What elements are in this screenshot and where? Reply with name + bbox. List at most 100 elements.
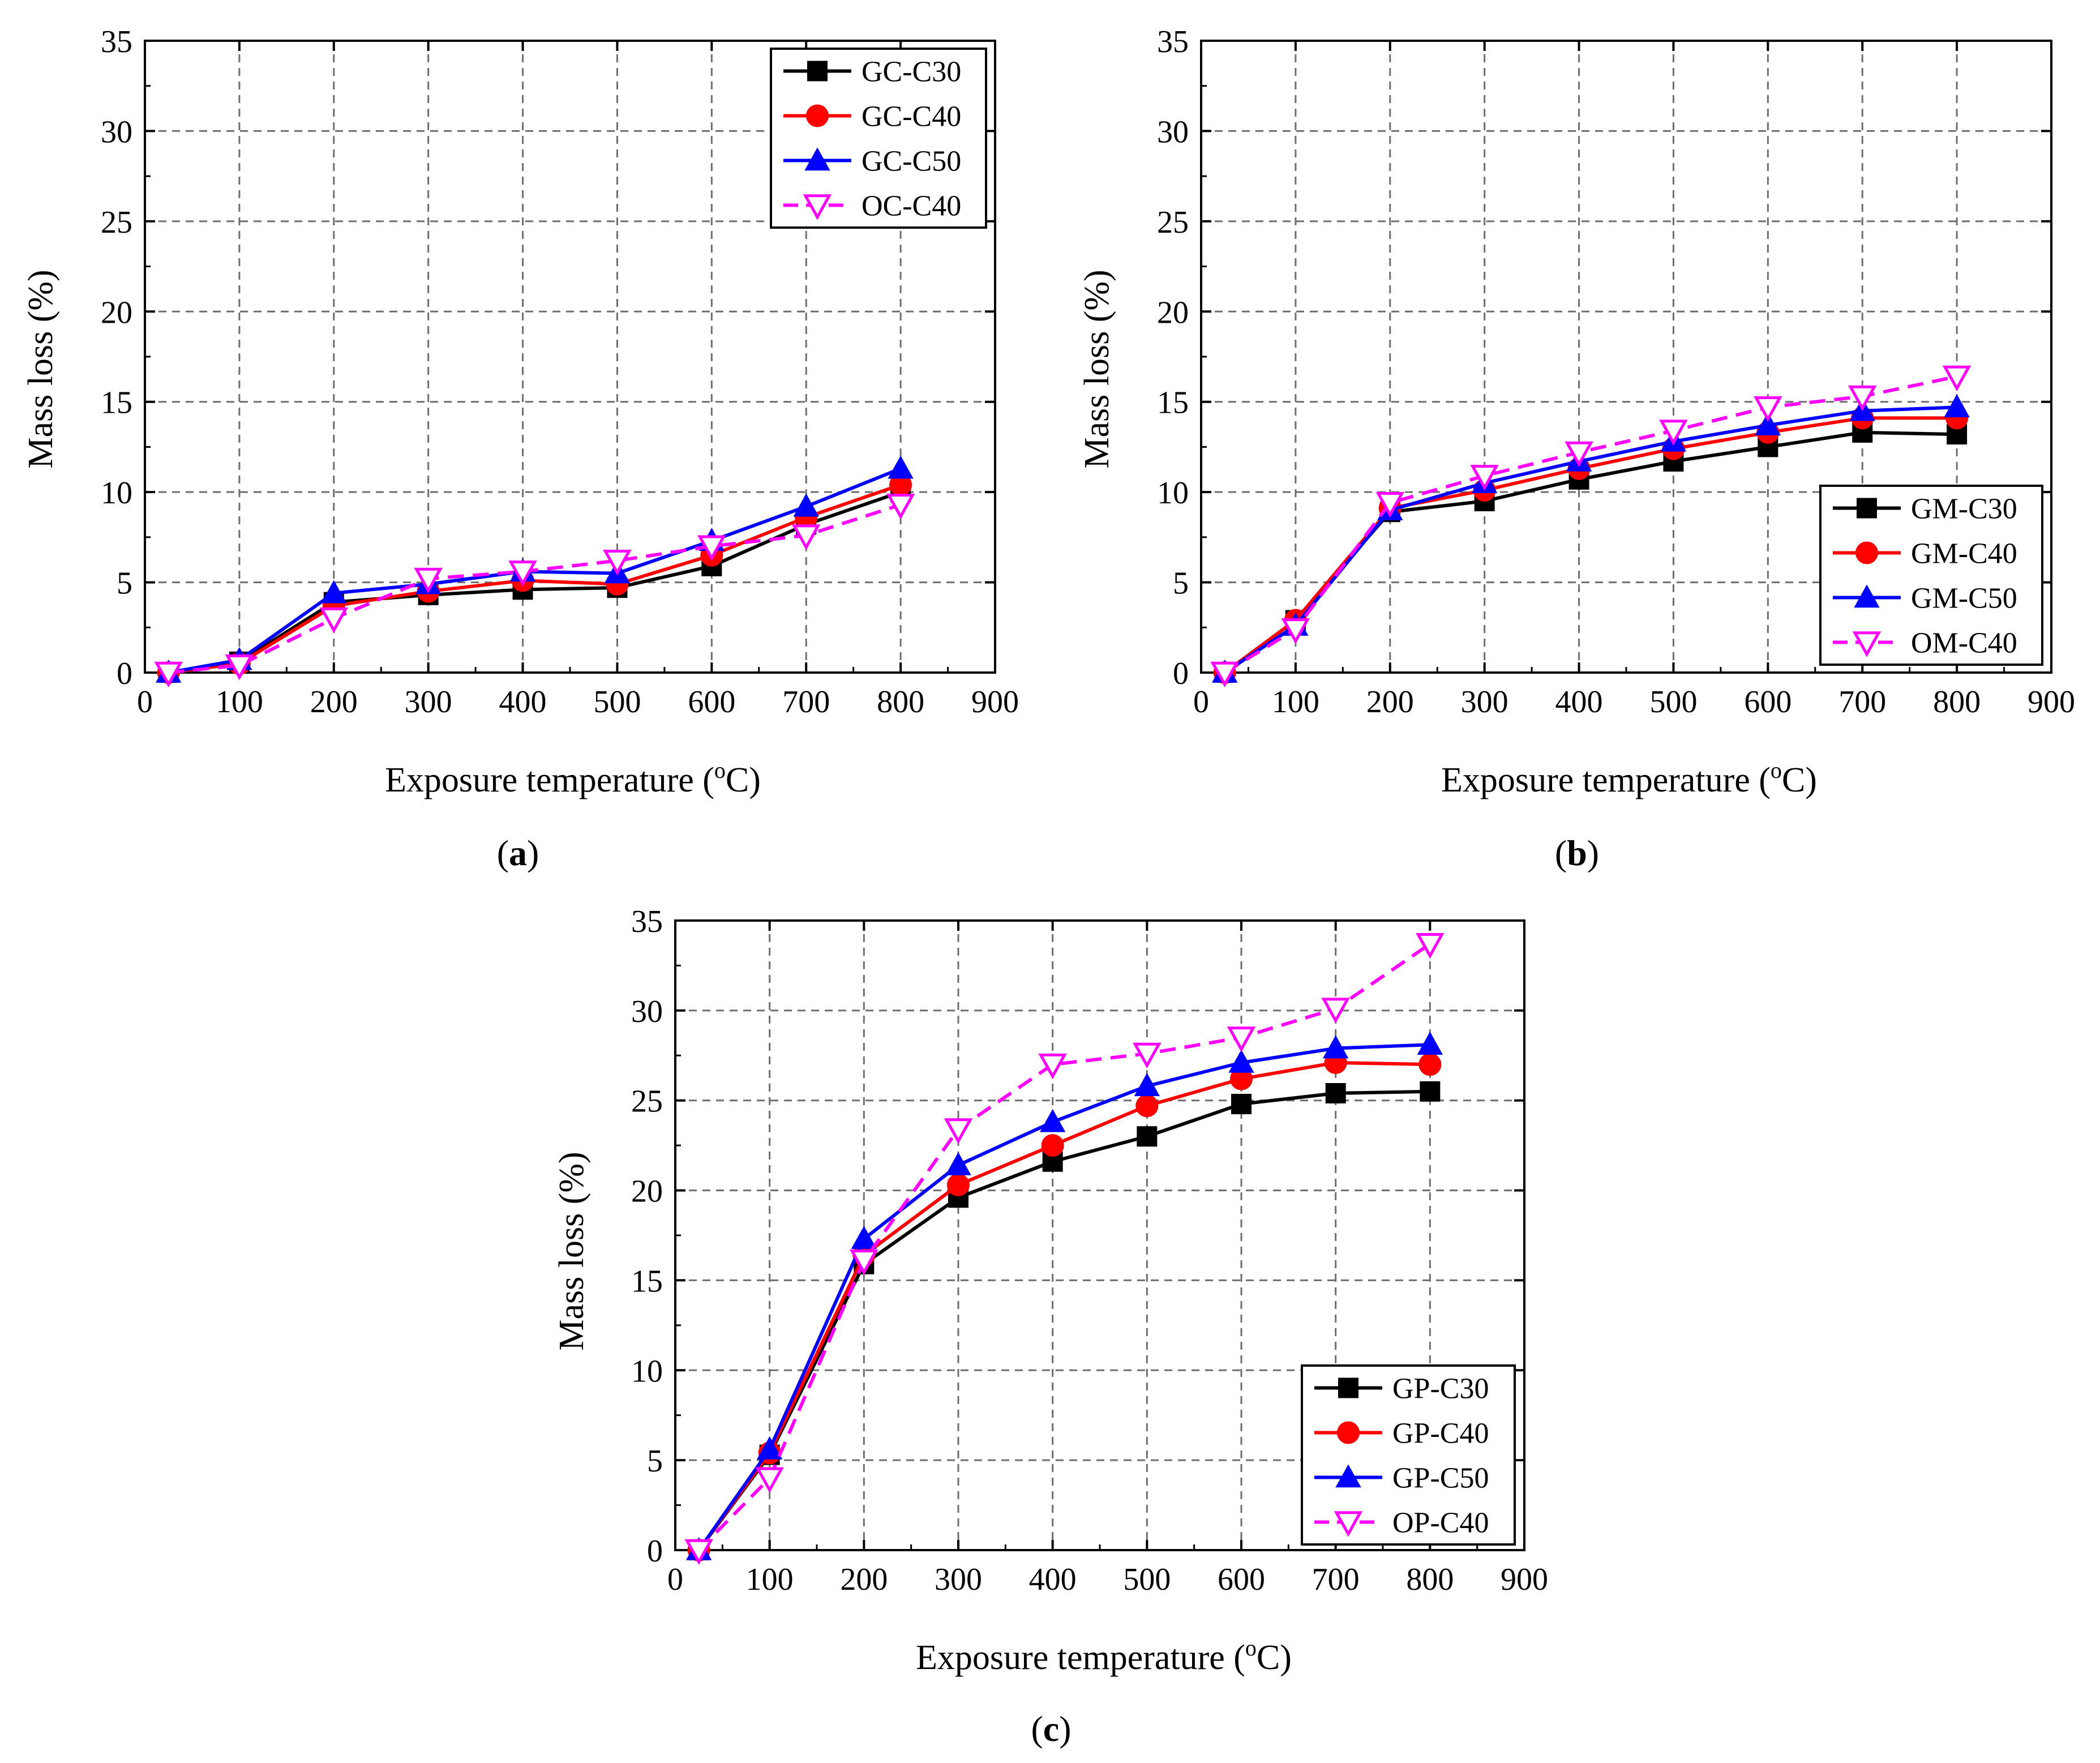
chart-c-ytick-label-7: 35 xyxy=(631,904,663,939)
chart-b-ytick-label-6: 30 xyxy=(1157,114,1189,149)
chart-c-ytick-label-1: 5 xyxy=(647,1444,663,1479)
chart-c-series-0-point-7 xyxy=(1325,1083,1346,1104)
chart-a-xtick-label-8: 800 xyxy=(877,684,924,720)
chart-c-ytick-label-4: 20 xyxy=(631,1174,663,1209)
chart-a-panel-label: (a) xyxy=(497,833,539,873)
chart-b-panel-label: (b) xyxy=(1555,833,1599,873)
chart-a-ytick-label-0: 0 xyxy=(117,656,132,691)
chart-a-series-2-point-2 xyxy=(321,580,347,604)
chart-a-xtick-label-1: 100 xyxy=(216,684,263,720)
chart-b-legend-swatch-marker-2 xyxy=(1854,584,1880,608)
chart-b-plot: 0 100 200 300 400 500 600 700 800 900 0 5 10 15 20 25 30… xyxy=(1157,24,2075,720)
chart-c-series-2-point-6 xyxy=(1228,1049,1254,1073)
chart-a-legend-box xyxy=(770,48,987,229)
chart-c-series-3-point-6 xyxy=(1227,1026,1256,1052)
chart-c-ytick-label-6: 30 xyxy=(631,994,663,1029)
chart-c-series-2-point-5 xyxy=(1134,1073,1160,1097)
panel-c: 0 100 200 300 400 500 600 700 800 900 0 5 10 15 20 25 30… xyxy=(552,904,1548,1749)
chart-b-ytick-label-0: 0 xyxy=(1173,656,1189,691)
chart-c-xlabel: Exposure temperature (oC) xyxy=(916,1635,1292,1677)
chart-a-xtick-label-2: 200 xyxy=(310,684,358,720)
chart-b-xtick-label-6: 600 xyxy=(1744,684,1792,720)
chart-c-ytick-label-0: 0 xyxy=(647,1534,663,1569)
chart-c-series-1-point-5 xyxy=(1135,1094,1159,1118)
chart-c-series-2-point-4 xyxy=(1039,1109,1066,1132)
chart-c-xtick-label-3: 300 xyxy=(935,1562,982,1597)
chart-a-xtick-label-6: 600 xyxy=(688,684,735,720)
chart-c-ytick-label-5: 25 xyxy=(631,1084,663,1119)
chart-a-legend-label-0: GC-C30 xyxy=(862,56,961,88)
chart-a-xtick-label-4: 400 xyxy=(499,684,547,720)
chart-a-ytick-label-3: 15 xyxy=(101,386,132,421)
chart-b-ytick-label-4: 20 xyxy=(1157,295,1189,330)
chart-c-series-3-point-1 xyxy=(755,1467,784,1494)
chart-c-xtick-label-1: 100 xyxy=(746,1562,794,1597)
chart-c-legend-label-0: GP-C30 xyxy=(1392,1373,1489,1405)
chart-c-series-2-point-7 xyxy=(1322,1035,1349,1059)
chart-a-legend-label-1: GC-C40 xyxy=(862,101,961,133)
chart-a-series-3-point-6 xyxy=(697,535,726,561)
chart-c-xtick-label-7: 700 xyxy=(1312,1562,1360,1597)
chart-c-series-3-point-3 xyxy=(944,1118,973,1144)
chart-c-panel-label: (c) xyxy=(1031,1709,1071,1749)
chart-c-series-3-point-7 xyxy=(1321,998,1350,1024)
chart-c-xtick-label-5: 500 xyxy=(1123,1562,1171,1597)
chart-a-ytick-label-5: 25 xyxy=(101,205,132,240)
chart-b-series-3-point-1 xyxy=(1281,618,1310,644)
chart-b-legend-swatch-marker-3 xyxy=(1852,631,1882,657)
chart-b-series-3-point-0 xyxy=(1210,661,1239,688)
chart-b-series-3-point-7 xyxy=(1848,385,1877,412)
chart-c-series-0-point-4 xyxy=(1042,1151,1063,1172)
chart-b-xlabel: Exposure temperature (oC) xyxy=(1441,758,1817,799)
chart-b-legend-swatch-marker-1 xyxy=(1855,541,1878,564)
chart-a-series-3-point-4 xyxy=(508,560,537,587)
chart-a-ylabel: Mass loss (%) xyxy=(22,269,60,468)
chart-c-legend-swatch-marker-1 xyxy=(1337,1421,1360,1444)
chart-a-series-3-point-3 xyxy=(414,567,443,594)
chart-b-xtick-label-9: 900 xyxy=(2028,684,2075,720)
chart-c-series-0-point-5 xyxy=(1137,1126,1158,1147)
chart-b-xtick-label-1: 100 xyxy=(1272,684,1319,720)
chart-b-ylabel: Mass loss (%) xyxy=(1078,269,1116,468)
chart-a-series-2-point-8 xyxy=(888,455,914,479)
chart-c-series-3-point-5 xyxy=(1133,1042,1162,1069)
chart-a-series-3-point-2 xyxy=(319,607,349,634)
chart-a-series-2-point-7 xyxy=(793,493,819,517)
chart-b-series-3-point-4 xyxy=(1565,441,1593,468)
chart-b-series-3-point-5 xyxy=(1659,420,1688,446)
chart-a-legend-swatch-marker-1 xyxy=(806,104,829,127)
chart-c-series-line-3 xyxy=(697,942,1432,1552)
panel-b: 0 100 200 300 400 500 600 700 800 900 0 5 10 15 20 25 30… xyxy=(1078,24,2075,873)
chart-c-legend-swatch-marker-3 xyxy=(1334,1511,1363,1537)
chart-b-series-2-point-8 xyxy=(1944,394,1970,418)
chart-c-legend-swatch-marker-0 xyxy=(1338,1377,1358,1398)
chart-a-series-3-point-8 xyxy=(886,494,915,520)
chart-c-series-3-point-8 xyxy=(1416,933,1445,959)
chart-b-ytick-label-2: 10 xyxy=(1157,476,1189,511)
chart-b-series-3-point-2 xyxy=(1375,491,1405,518)
chart-b-series-3-point-8 xyxy=(1942,365,1972,392)
chart-b-xtick-label-4: 400 xyxy=(1555,684,1603,720)
chart-c-xtick-label-6: 600 xyxy=(1218,1562,1265,1597)
chart-c-plot: 0 100 200 300 400 500 600 700 800 900 0 5 10 15 20 25 30… xyxy=(631,904,1548,1597)
chart-c-series-1-point-8 xyxy=(1418,1053,1442,1076)
chart-b-legend-label-1: GM-C40 xyxy=(1911,538,2017,570)
chart-b-series-3-point-3 xyxy=(1470,465,1499,491)
chart-b-legend-swatch-marker-0 xyxy=(1857,498,1877,519)
chart-b-legend-label-3: OM-C40 xyxy=(1911,627,2017,660)
chart-c-series-2-point-3 xyxy=(945,1152,971,1175)
chart-a-xtick-label-0: 0 xyxy=(137,684,153,720)
chart-c-series-0-point-6 xyxy=(1231,1094,1252,1115)
chart-c-series-3-point-4 xyxy=(1038,1053,1067,1080)
chart-c-xtick-label-2: 200 xyxy=(840,1562,888,1597)
chart-c-xtick-label-4: 400 xyxy=(1029,1562,1077,1597)
chart-c-series-2-point-8 xyxy=(1417,1032,1443,1055)
chart-b-ytick-label-5: 25 xyxy=(1157,205,1189,240)
chart-c-ylabel: Mass loss (%) xyxy=(552,1152,591,1350)
chart-c-legend-label-3: OP-C40 xyxy=(1392,1507,1489,1539)
chart-b-xtick-label-3: 300 xyxy=(1461,684,1508,720)
chart-c-series-3-point-2 xyxy=(850,1249,878,1276)
chart-c-series-2-point-1 xyxy=(756,1436,783,1460)
